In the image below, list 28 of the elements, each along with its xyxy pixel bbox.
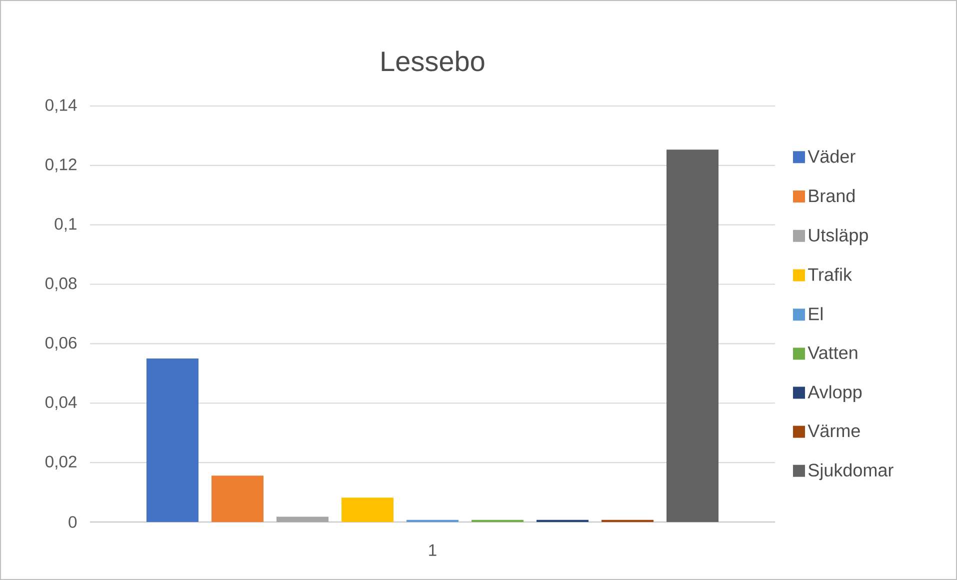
bar: [472, 520, 524, 522]
legend-label: Brand: [809, 189, 855, 202]
y-tick-label: 0,14: [45, 99, 77, 113]
bar: [341, 498, 394, 522]
bar: [666, 150, 719, 522]
bar: [602, 520, 654, 522]
legend-label: Utsläpp: [809, 228, 868, 246]
y-tick-label: 0,12: [45, 158, 76, 172]
y-tick-label: 0,1: [54, 218, 76, 232]
legend-label: Sjukdomar: [808, 463, 894, 480]
legend-label: Värme: [808, 424, 860, 438]
legend-label: El: [809, 307, 822, 320]
y-tick-label: 0,04: [45, 396, 77, 410]
bar: [536, 520, 589, 522]
y-tick-label: 0,08: [45, 277, 77, 292]
y-tick-label: 0: [68, 516, 77, 528]
x-tick-label: 1: [429, 544, 436, 556]
legend-label: Trafik: [808, 268, 852, 281]
y-tick-label: 0,02: [45, 456, 76, 470]
bar: [146, 358, 198, 522]
legend-label: Avlopp: [808, 385, 862, 402]
legend-label: Vatten: [808, 346, 858, 360]
chart-title: Lessebo: [382, 50, 484, 72]
bar: [211, 476, 264, 522]
bar: [276, 516, 328, 522]
legend-label: Väder: [808, 150, 856, 163]
bar: [406, 520, 459, 522]
y-tick-label: 0,06: [45, 336, 77, 351]
